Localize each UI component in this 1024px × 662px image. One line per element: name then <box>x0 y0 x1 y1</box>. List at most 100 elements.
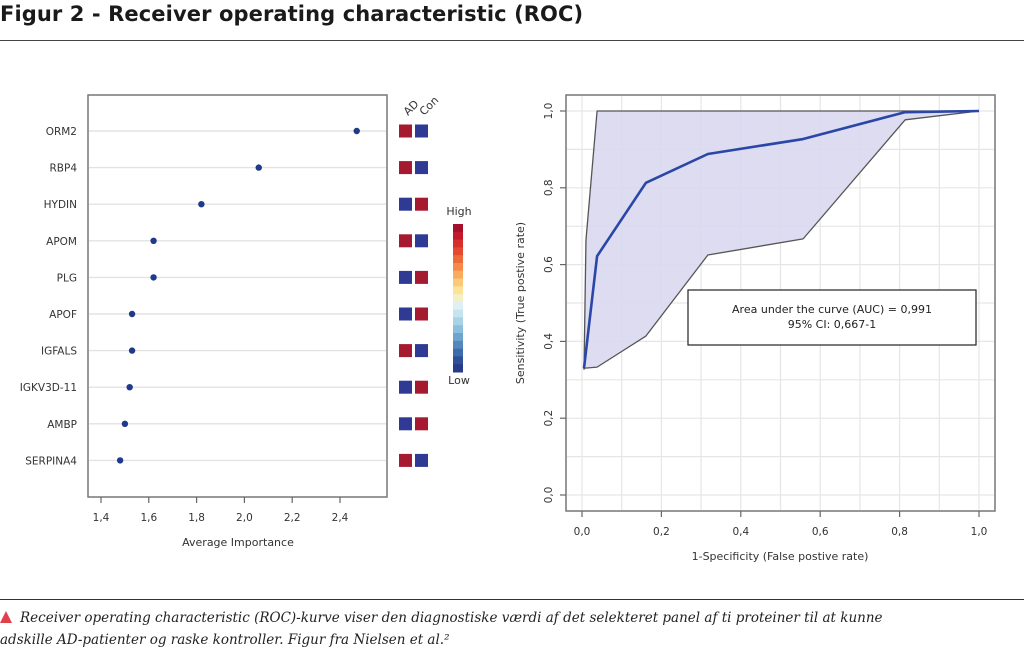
importance-point <box>150 274 157 281</box>
roc-ci-band <box>583 111 979 370</box>
heatmap-cell-con <box>415 380 428 394</box>
x-tick-label: 2,2 <box>284 512 301 524</box>
heatmap-cell-ad <box>399 270 412 284</box>
heatmap-cell-ad <box>399 380 412 394</box>
importance-dot-plot: ORM2 RBP4 HYDIN APOM PLG APOF IGFALS IGKV3D-11 A… <box>20 94 472 549</box>
roc-x-tick-label: 0,2 <box>653 526 670 538</box>
roc-y-ticks: 0,0 0,2 0,4 0,6 0,8 1,0 <box>543 103 566 504</box>
color-scale-step <box>453 364 463 373</box>
roc-x-tick-label: 0,8 <box>891 526 908 538</box>
importance-point <box>128 347 136 354</box>
caption-line-1: Receiver operating characteristic (ROC)-… <box>20 610 883 626</box>
category-label: APOM <box>46 236 77 248</box>
heatmap-cell-ad <box>399 417 412 431</box>
color-scale-step <box>453 325 463 334</box>
roc-frame <box>565 94 996 512</box>
color-scale-step <box>453 239 463 248</box>
figure-caption: Receiver operating characteristic (ROC)-… <box>0 607 1010 651</box>
heatmap-cells <box>399 124 428 467</box>
category-label: IGKV3D-11 <box>20 382 77 394</box>
roc-y-tick-label: 0,6 <box>543 256 555 273</box>
auc-annotation-line1: Area under the curve (AUC) = 0,991 <box>732 303 932 316</box>
roc-x-ticks: 0,0 0,2 0,4 0,6 0,8 1,0 <box>574 511 988 538</box>
figure-title: Figur 2 - Receiver operating characteris… <box>0 2 584 26</box>
roc-y-axis-label: Sensitivity (True postive rate) <box>514 222 527 384</box>
color-scale-step <box>453 340 463 350</box>
roc-y-tick-label: 1,0 <box>543 103 555 120</box>
importance-point <box>255 164 262 171</box>
heatmap-cell-ad <box>399 124 412 138</box>
dot-plot-gridlines <box>89 130 386 462</box>
dot-plot-points <box>116 127 360 464</box>
roc-y-tick-label: 0,0 <box>543 487 555 504</box>
color-scale-step <box>453 278 463 287</box>
color-scale-bar <box>453 224 463 373</box>
heatmap-cell-ad <box>399 197 412 211</box>
color-scale-step <box>453 317 463 326</box>
category-label: APOF <box>49 309 77 321</box>
x-tick-label: 2,0 <box>236 512 253 524</box>
importance-point <box>116 457 124 464</box>
category-label: AMBP <box>47 419 77 431</box>
heatmap-cell-con <box>415 344 428 358</box>
heatmap-cell-con <box>415 270 428 284</box>
importance-point <box>198 201 205 208</box>
heatmap-cell-ad <box>399 161 412 175</box>
color-scale-step <box>453 286 463 295</box>
importance-point <box>126 384 133 391</box>
color-scale-step <box>453 247 463 256</box>
roc-x-tick-label: 0,4 <box>732 526 749 538</box>
dot-plot-x-axis-label: Average Importance <box>182 536 294 549</box>
category-label: ORM2 <box>46 126 77 138</box>
dot-plot-x-ticks: 1,4 1,6 1,8 2,0 2,2 2,4 <box>93 497 349 524</box>
category-label: HYDIN <box>44 199 77 211</box>
color-scale-step <box>453 309 463 318</box>
figure-charts: ORM2 RBP4 HYDIN APOM PLG APOF IGFALS IGKV3D-11 A… <box>20 94 996 563</box>
roc-y-tick-label: 0,2 <box>543 410 555 427</box>
roc-chart: 0,0 0,2 0,4 0,6 0,8 1,0 0,0 0,2 0,4 0,6 0,8 1,0 1-… <box>514 94 996 563</box>
category-label: IGFALS <box>41 346 77 358</box>
heatmap-cell-con <box>415 234 428 248</box>
color-scale-step <box>453 231 463 241</box>
heatmap-cell-con <box>415 124 428 138</box>
roc-x-tick-label: 0,6 <box>812 526 829 538</box>
color-scale-step <box>453 262 463 272</box>
auc-annotation-box <box>687 289 977 346</box>
dot-plot-category-labels: ORM2 RBP4 HYDIN APOM PLG APOF IGFALS IGKV3D-11 A… <box>20 126 78 467</box>
heatmap-column-headers: AD Con <box>401 94 441 118</box>
dot-plot-frame <box>87 94 388 498</box>
caption-line-2: adskille AD-patienter og raske kontrolle… <box>0 632 450 648</box>
color-scale-step <box>453 301 463 311</box>
heatmap-cell-con <box>415 307 428 321</box>
color-scale-step <box>453 294 463 303</box>
category-label: SERPINA4 <box>25 455 77 467</box>
heatmap-cell-con <box>415 453 428 467</box>
heatmap-cell-con <box>415 417 428 431</box>
importance-point <box>121 420 129 427</box>
category-label: PLG <box>57 272 77 284</box>
color-scale-step <box>453 255 463 264</box>
roc-x-tick-label: 0,0 <box>574 526 591 538</box>
heatmap-cell-ad <box>399 344 412 358</box>
importance-point <box>128 310 136 318</box>
caption-divider <box>0 599 1024 600</box>
heatmap-cell-con <box>415 161 428 175</box>
roc-series-lines <box>582 109 980 370</box>
triangle-up-icon <box>0 611 12 623</box>
x-tick-label: 1,8 <box>188 512 205 524</box>
heatmap-header-con: Con <box>417 94 441 118</box>
color-scale-low-label: Low <box>448 374 470 387</box>
color-scale-step <box>453 224 463 233</box>
roc-y-tick-label: 0,8 <box>543 179 555 196</box>
category-label: RBP4 <box>49 163 77 175</box>
color-scale-step <box>453 348 463 357</box>
roc-curve <box>582 109 980 369</box>
color-scale-step <box>453 356 463 365</box>
heatmap-cell-con <box>415 197 428 211</box>
roc-x-tick-label: 1,0 <box>971 526 988 538</box>
importance-point <box>150 237 157 244</box>
importance-point <box>353 127 360 135</box>
x-tick-label: 1,6 <box>140 512 157 524</box>
roc-ci-lower <box>583 110 980 369</box>
auc-annotation-line2: 95% CI: 0,667-1 <box>788 318 877 331</box>
